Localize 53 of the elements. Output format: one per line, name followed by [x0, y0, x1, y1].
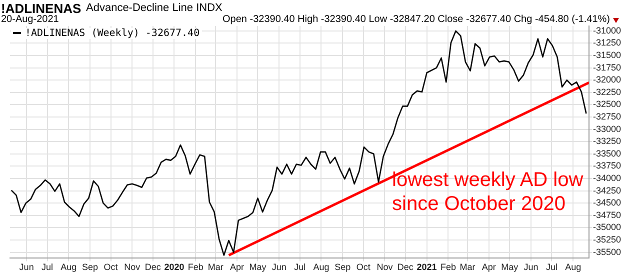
x-tick-label: Mar	[208, 262, 224, 272]
x-tick-label: Dec	[397, 262, 414, 272]
y-tick-label: -31750	[592, 62, 622, 72]
x-tick-label: Nov	[376, 262, 394, 272]
x-tick-label: Aug	[60, 262, 77, 272]
y-tick-label: -32750	[592, 111, 622, 122]
x-tick-label: Nov	[124, 262, 141, 272]
x-tick-label: Aug	[565, 262, 582, 272]
x-tick-label: Jun	[272, 262, 286, 272]
x-tick-label: Jun	[524, 262, 538, 272]
x-tick-label: Jul	[42, 262, 54, 272]
chart-title: !ADLINENAS	[1, 1, 82, 16]
x-tick-label: Jun	[19, 262, 34, 272]
y-tick-label: -31000	[592, 25, 622, 36]
y-tick-label: -33500	[592, 148, 622, 158]
x-tick-label: Feb	[188, 262, 204, 272]
y-tick-label: -34000	[592, 172, 622, 183]
y-tick-label: -32000	[592, 74, 622, 85]
y-tick-label: -33250	[592, 136, 622, 146]
y-tick-label: -31250	[592, 38, 622, 48]
y-tick-label: -34250	[592, 185, 622, 196]
annotation: lowest weekly AD low	[392, 169, 584, 191]
y-tick-label: -35250	[592, 234, 622, 244]
y-tick-label: -33750	[592, 160, 622, 171]
x-tick-label: Oct	[356, 262, 371, 272]
x-tick-label: Sep	[82, 262, 98, 272]
y-tick-label: -34500	[592, 198, 622, 208]
y-tick-label: -33000	[592, 124, 622, 134]
y-tick-label: -35500	[592, 246, 622, 257]
x-tick-label: Aug	[313, 262, 330, 272]
y-tick-label: -35000	[592, 222, 622, 232]
x-tick-label: May	[501, 262, 519, 272]
y-tick-label: -34750	[592, 210, 622, 220]
x-tick-label: Feb	[440, 262, 456, 272]
x-tick-label: Jul	[294, 262, 306, 272]
x-tick-label: 2021	[416, 262, 437, 272]
x-tick-label: Apr	[482, 262, 496, 272]
legend-label: !ADLINENAS (Weekly) -32677.40	[13, 28, 200, 39]
text: Open -32390.40 High -32390.40 Low -32847.20 Close -32677.40 Chg -454.80 (-1.41%)	[222, 14, 610, 25]
x-tick-label: May	[249, 262, 267, 272]
x-tick-label: Jul	[546, 262, 558, 272]
chart-subtitle: Advance-Decline Line INDX	[86, 2, 222, 14]
x-tick-label: Oct	[104, 262, 118, 272]
text: 20-Aug-2021	[1, 14, 59, 25]
x-tick-label: 2020	[164, 262, 184, 272]
annotation: since October 2020	[392, 193, 566, 215]
x-tick-label: Sep	[334, 262, 351, 272]
x-tick-label: Mar	[460, 262, 476, 272]
y-tick-label: -32250	[592, 86, 622, 97]
x-tick-label: Apr	[230, 262, 244, 272]
x-tick-label: Dec	[144, 262, 162, 272]
y-tick-label: -32500	[592, 99, 622, 110]
y-tick-label: -31500	[592, 50, 622, 60]
